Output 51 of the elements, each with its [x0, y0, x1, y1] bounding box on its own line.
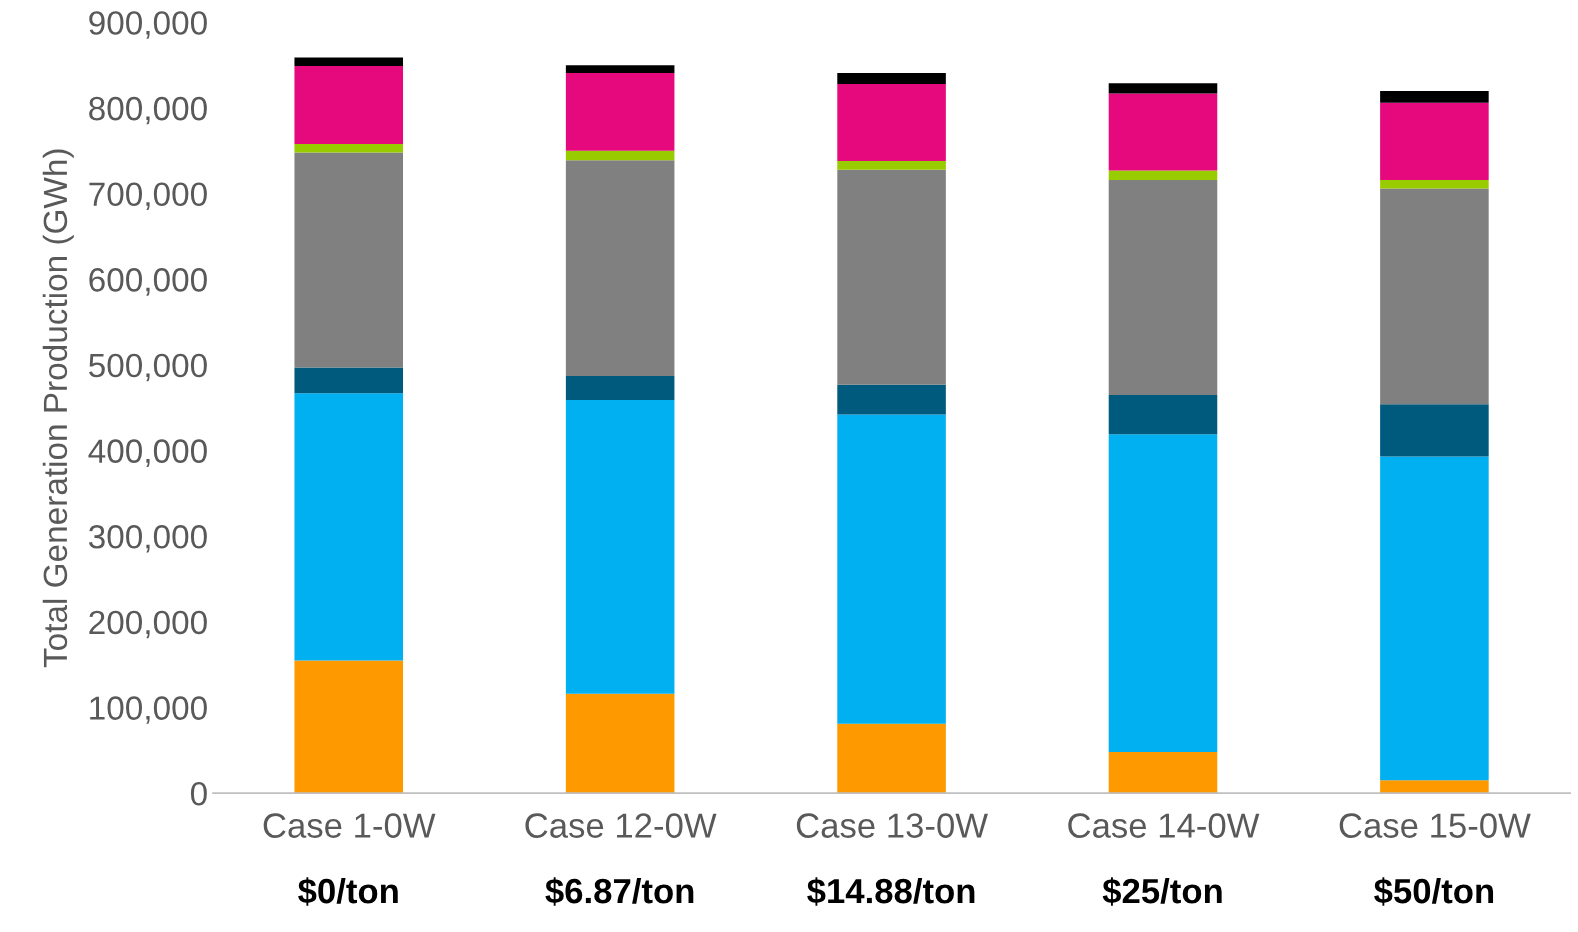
- bar: [565, 376, 675, 401]
- bar: [1108, 170, 1218, 180]
- x-tick-label: Case 15-0W $50/ton: [1339, 813, 1531, 906]
- bar: [1380, 404, 1489, 457]
- bar: [837, 72, 946, 85]
- bar: [1108, 752, 1218, 794]
- bar: [294, 660, 404, 794]
- y-tick-label: 300,000: [88, 525, 207, 553]
- bar: [1380, 90, 1489, 103]
- bar: [294, 57, 404, 67]
- bar: [837, 723, 946, 794]
- y-tick-label: 400,000: [88, 439, 207, 467]
- bar: [565, 693, 675, 794]
- bar: [1108, 93, 1218, 171]
- bar: [1380, 188, 1489, 405]
- bar: [1108, 83, 1218, 94]
- y-tick-label: 0: [190, 781, 207, 806]
- bar: [294, 367, 404, 394]
- bar: [1108, 434, 1218, 753]
- bar: [294, 393, 404, 661]
- bar: [837, 84, 946, 162]
- bar: [1108, 179, 1218, 395]
- bar: [837, 169, 946, 385]
- bar: [294, 152, 404, 368]
- x-tick-label: Case 13-0W $14.88/ton: [796, 813, 988, 906]
- bar: [1108, 394, 1218, 435]
- x-tick-label: Case 12-0W $6.87/ton: [525, 813, 717, 906]
- y-tick-label: 500,000: [89, 353, 207, 382]
- bar: [1380, 780, 1489, 794]
- y-tick-label: 700,000: [89, 182, 207, 210]
- bar: [294, 66, 404, 144]
- bar: [565, 65, 675, 73]
- y-tick-label: 800,000: [89, 96, 207, 125]
- y-axis-title: Total Generation Production (GWh): [42, 149, 74, 668]
- bar: [837, 384, 946, 415]
- y-tick-label: 900,000: [89, 11, 207, 39]
- bar: [1380, 456, 1489, 781]
- bar: [565, 150, 675, 161]
- bar: [1380, 102, 1489, 180]
- y-tick-label: 600,000: [89, 268, 207, 296]
- bar: [837, 161, 946, 170]
- bar: [1380, 179, 1489, 189]
- bar: [565, 72, 675, 151]
- bar: [565, 160, 675, 377]
- bar: [837, 414, 946, 724]
- bar: [565, 400, 675, 694]
- y-tick-label: 100,000: [90, 696, 207, 724]
- bar: [294, 143, 404, 153]
- x-tick-label: Case 14-0W $25/ton: [1068, 813, 1260, 906]
- x-tick-label: Case 1-0W $0/ton: [263, 813, 436, 906]
- y-tick-label: 200,000: [89, 610, 207, 639]
